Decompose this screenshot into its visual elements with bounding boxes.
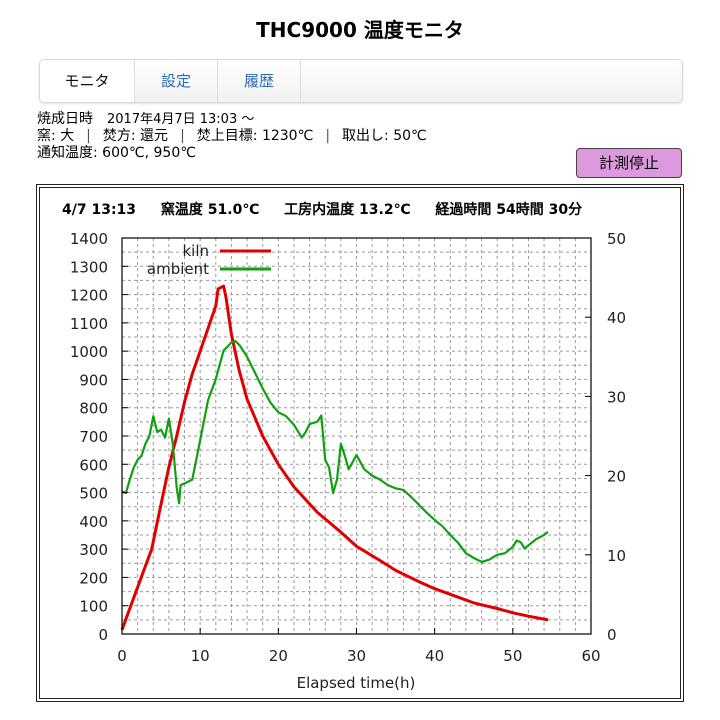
legend-label-kiln: kiln	[182, 242, 209, 260]
separator: |	[86, 128, 91, 144]
status-kiln-temp: 窯温度 51.0℃	[160, 202, 260, 218]
status-line: 4/7 13:13 窯温度 51.0℃ 工房内温度 13.2℃ 経過時間 54時…	[62, 199, 602, 219]
separator: |	[180, 128, 185, 144]
svg-text:0: 0	[98, 626, 108, 644]
ambient-series-line	[121, 339, 549, 564]
target-temp-label: 焚上目標: 1230℃	[196, 128, 314, 144]
svg-text:400: 400	[79, 513, 108, 531]
separator: |	[325, 128, 331, 144]
svg-text:40: 40	[425, 647, 444, 665]
status-datetime: 4/7 13:13	[62, 202, 137, 218]
chart-grid	[122, 238, 591, 634]
legend-label-ambient: ambient	[147, 260, 209, 278]
svg-text:600: 600	[79, 456, 108, 474]
svg-text:30: 30	[347, 647, 366, 665]
svg-text:20: 20	[269, 647, 288, 665]
tab-history[interactable]: 履歴	[218, 60, 301, 102]
firing-info: 焼成日時 2017年4月7日 13:03 ～ 窯: 大 | 焚方: 還元 | 焚上目標: …	[37, 111, 427, 162]
svg-text:0: 0	[607, 626, 617, 644]
svg-text:30: 30	[607, 388, 626, 406]
firing-start-row: 焼成日時 2017年4月7日 13:03 ～	[37, 111, 427, 128]
firing-method-label: 焚方: 還元	[102, 128, 169, 144]
tab-monitor[interactable]: モニタ	[40, 60, 135, 102]
svg-text:100: 100	[79, 598, 108, 616]
svg-text:500: 500	[79, 485, 108, 503]
svg-text:1000: 1000	[70, 343, 108, 361]
svg-text:40: 40	[607, 309, 626, 327]
firing-settings-row: 窯: 大 | 焚方: 還元 | 焚上目標: 1230℃ | 取出し: 50℃	[37, 128, 427, 145]
notify-temp-label: 通知温度: 600℃, 950℃	[37, 145, 196, 161]
svg-text:1200: 1200	[70, 287, 108, 305]
page-title: THC9000 温度モニタ	[256, 18, 464, 42]
svg-text:0: 0	[117, 647, 127, 665]
svg-text:1300: 1300	[70, 258, 108, 276]
svg-text:800: 800	[79, 400, 108, 418]
svg-text:20: 20	[607, 468, 626, 486]
kiln-series-line	[120, 284, 549, 631]
firing-start-label: 焼成日時	[37, 111, 93, 127]
chart-ticks: 0100200300400500600700800900100011001200…	[70, 230, 626, 665]
x-axis-label: Elapsed time(h)	[297, 674, 416, 692]
svg-text:200: 200	[79, 569, 108, 587]
removal-temp-label: 取出し: 50℃	[342, 128, 427, 144]
svg-text:900: 900	[79, 371, 108, 389]
svg-text:1100: 1100	[70, 315, 108, 333]
chart-series	[120, 284, 549, 631]
stop-measurement-button[interactable]: 計測停止	[576, 148, 682, 178]
svg-text:50: 50	[607, 230, 626, 248]
chart-frame-inner	[39, 187, 681, 699]
kiln-size-label: 窯: 大	[37, 128, 75, 144]
svg-text:1400: 1400	[70, 230, 108, 248]
svg-text:50: 50	[503, 647, 522, 665]
svg-text:10: 10	[607, 547, 626, 565]
chart-frame-outer	[36, 184, 684, 702]
svg-text:60: 60	[581, 647, 600, 665]
svg-text:10: 10	[191, 647, 210, 665]
notify-temp-row: 通知温度: 600℃, 950℃	[37, 145, 427, 162]
tab-settings[interactable]: 設定	[135, 60, 218, 102]
tab-bar: モニタ 設定 履歴	[39, 59, 683, 103]
status-elapsed: 経過時間 54時間 30分	[435, 202, 583, 218]
svg-text:300: 300	[79, 541, 108, 559]
svg-text:700: 700	[79, 428, 108, 446]
status-room-temp: 工房内温度 13.2℃	[284, 202, 411, 218]
firing-start-value: 2017年4月7日 13:03 ～	[107, 112, 255, 127]
